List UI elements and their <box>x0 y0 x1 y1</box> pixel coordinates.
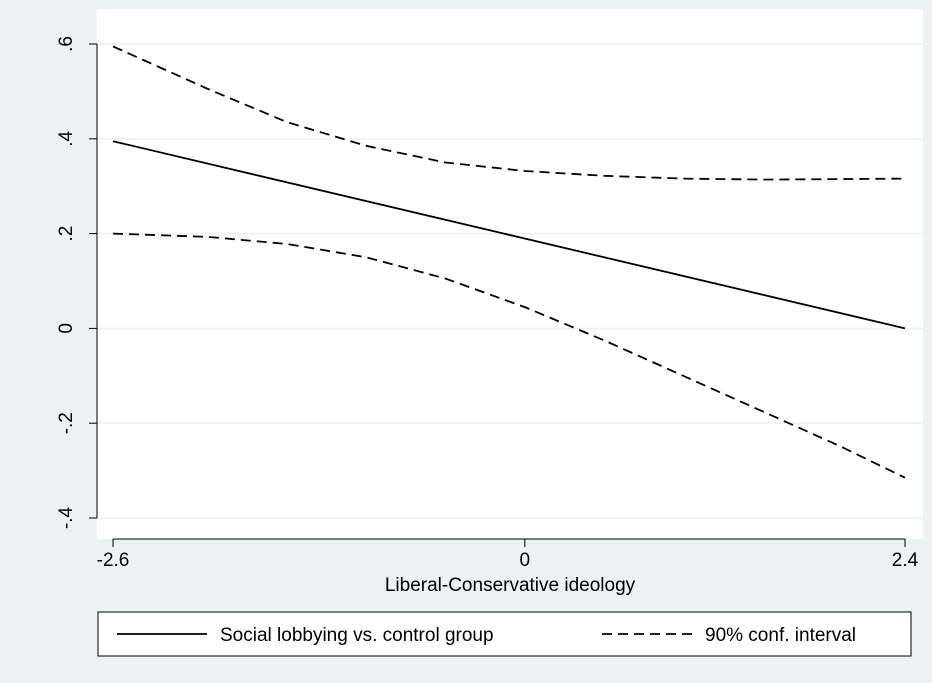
y-tick-label-0: -.4 <box>56 506 77 529</box>
axes: -.4 -.2 0 .2 .4 .6 -2.6 0 2.4 <box>56 36 919 571</box>
series-group <box>112 45 906 479</box>
y-tick-label-3: .2 <box>56 226 77 242</box>
y-tick-label-1: -.2 <box>56 412 77 434</box>
y-tick-label-5: .6 <box>56 36 77 52</box>
x-axis-label: Liberal-Conservative ideology <box>385 575 636 596</box>
legend-label-solid: Social lobbying vs. control group <box>220 625 494 646</box>
y-tick-label-4: .4 <box>56 130 77 146</box>
x-tick-label-0: -2.6 <box>97 550 130 571</box>
estimate-line <box>112 140 906 330</box>
y-tick-label-2: 0 <box>56 323 77 334</box>
ci-lower-line <box>112 232 906 479</box>
x-tick-label-1: 0 <box>520 550 531 571</box>
plot-area <box>97 9 923 539</box>
x-tick-label-2: 2.4 <box>892 550 919 571</box>
ci-upper-line <box>112 45 906 181</box>
legend-label-dashed: 90% conf. interval <box>705 625 856 646</box>
gridlines <box>97 43 923 519</box>
legend-box <box>97 611 912 657</box>
legend: Social lobbying vs. control group 90% co… <box>97 611 912 657</box>
